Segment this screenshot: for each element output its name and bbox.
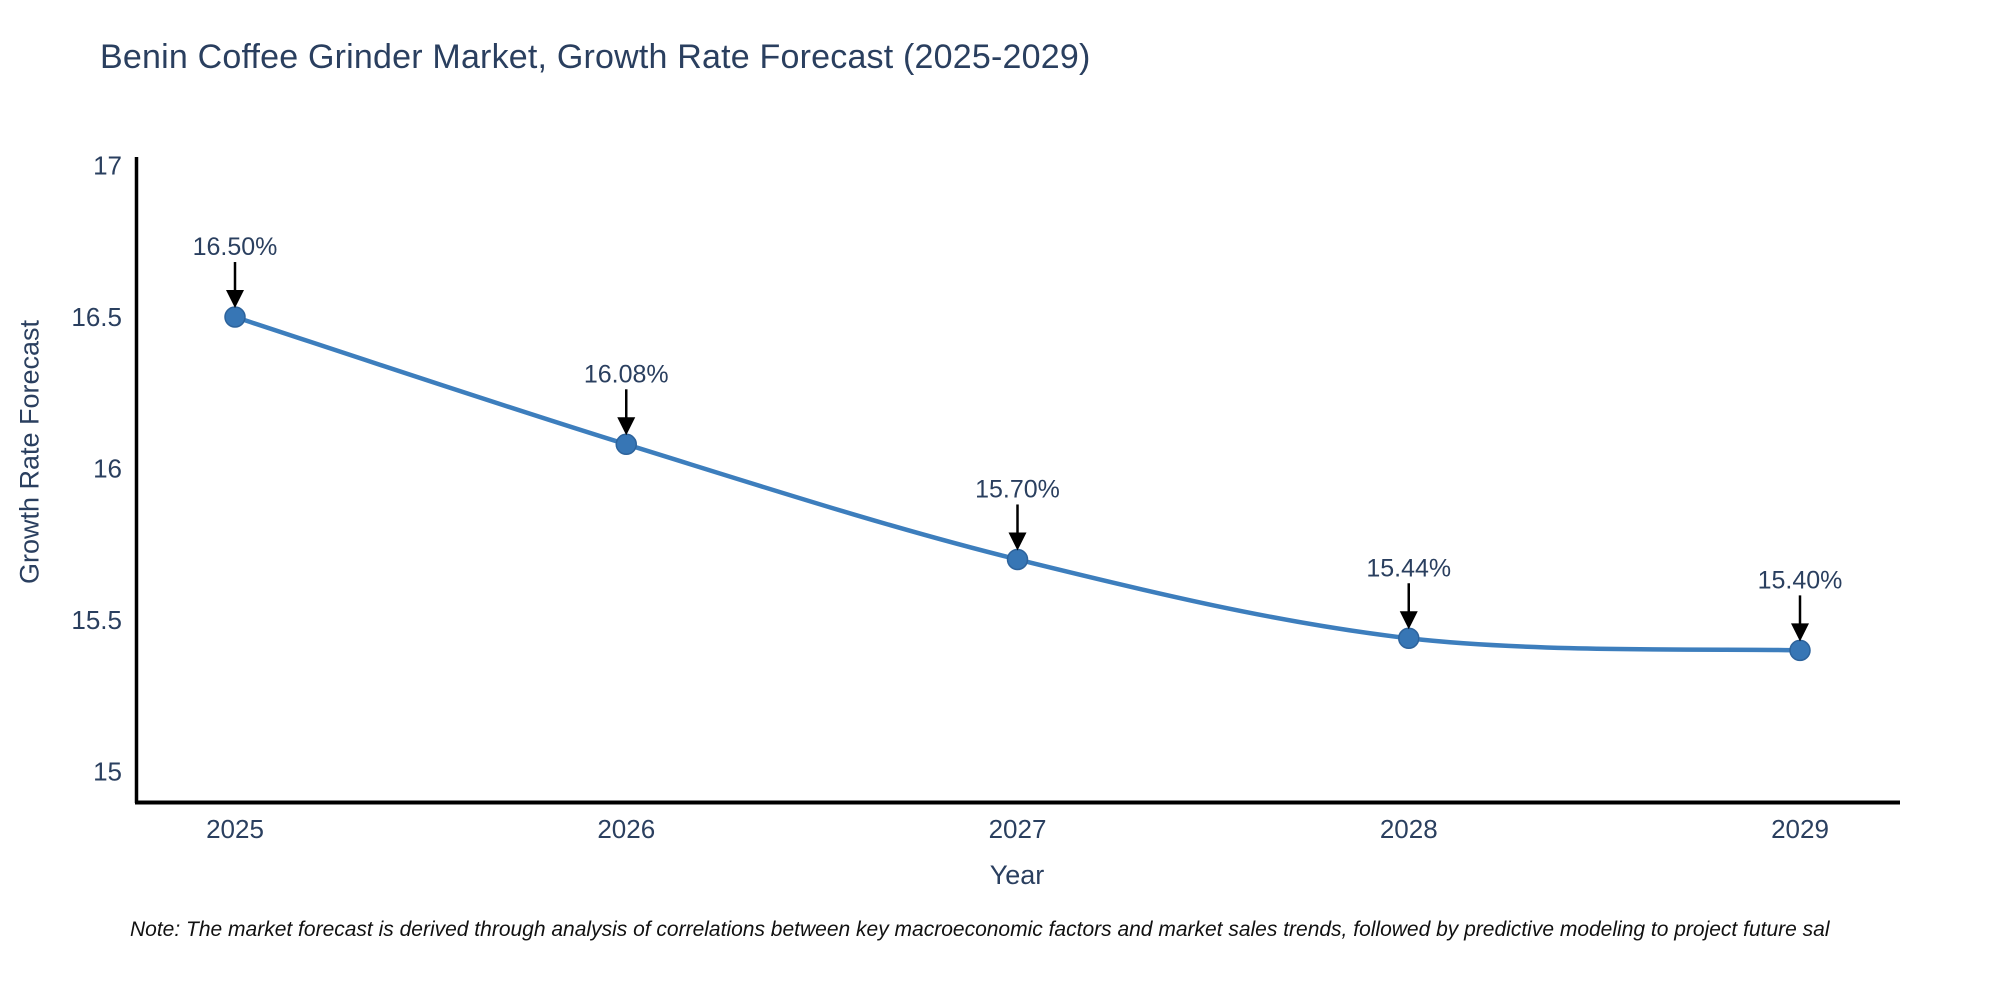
annotation-label: 16.08% [584, 360, 669, 388]
y-tick-label: 15 [93, 757, 122, 787]
data-point-2027[interactable] [1006, 548, 1029, 571]
x-tick-label: 2025 [206, 814, 264, 844]
x-tick-label: 2028 [1380, 814, 1438, 844]
annotation-arrow-head [226, 290, 244, 309]
annotation-arrow-head [1008, 532, 1027, 551]
data-point-2029[interactable] [1789, 639, 1811, 662]
y-tick-label: 16.5 [71, 302, 122, 332]
x-axis-title: Year [989, 860, 1045, 890]
data-point-2025[interactable] [224, 306, 246, 328]
x-tick-label: 2026 [597, 814, 655, 844]
annotation-arrow-head [1399, 611, 1418, 630]
data-point-2026[interactable] [615, 433, 637, 456]
annotation-label: 15.70% [975, 475, 1060, 503]
annotation-arrow-head [617, 417, 636, 436]
chart-footnote: Note: The market forecast is derived thr… [130, 918, 1830, 941]
y-tick-label: 16 [93, 454, 122, 484]
x-tick-label: 2027 [989, 814, 1047, 844]
annotation-label: 15.40% [1758, 566, 1843, 594]
y-axis-title: Growth Rate Forecast [14, 319, 45, 585]
data-point-2028[interactable] [1398, 627, 1420, 650]
x-tick-label: 2029 [1771, 814, 1829, 844]
annotation-arrow-head [1791, 623, 1809, 642]
annotation-label: 15.44% [1366, 554, 1451, 582]
y-tick-label: 17 [93, 150, 122, 180]
annotation-label: 16.50% [193, 233, 278, 261]
chart-title: Benin Coffee Grinder Market, Growth Rate… [100, 38, 1091, 76]
y-tick-label: 15.5 [71, 605, 122, 635]
